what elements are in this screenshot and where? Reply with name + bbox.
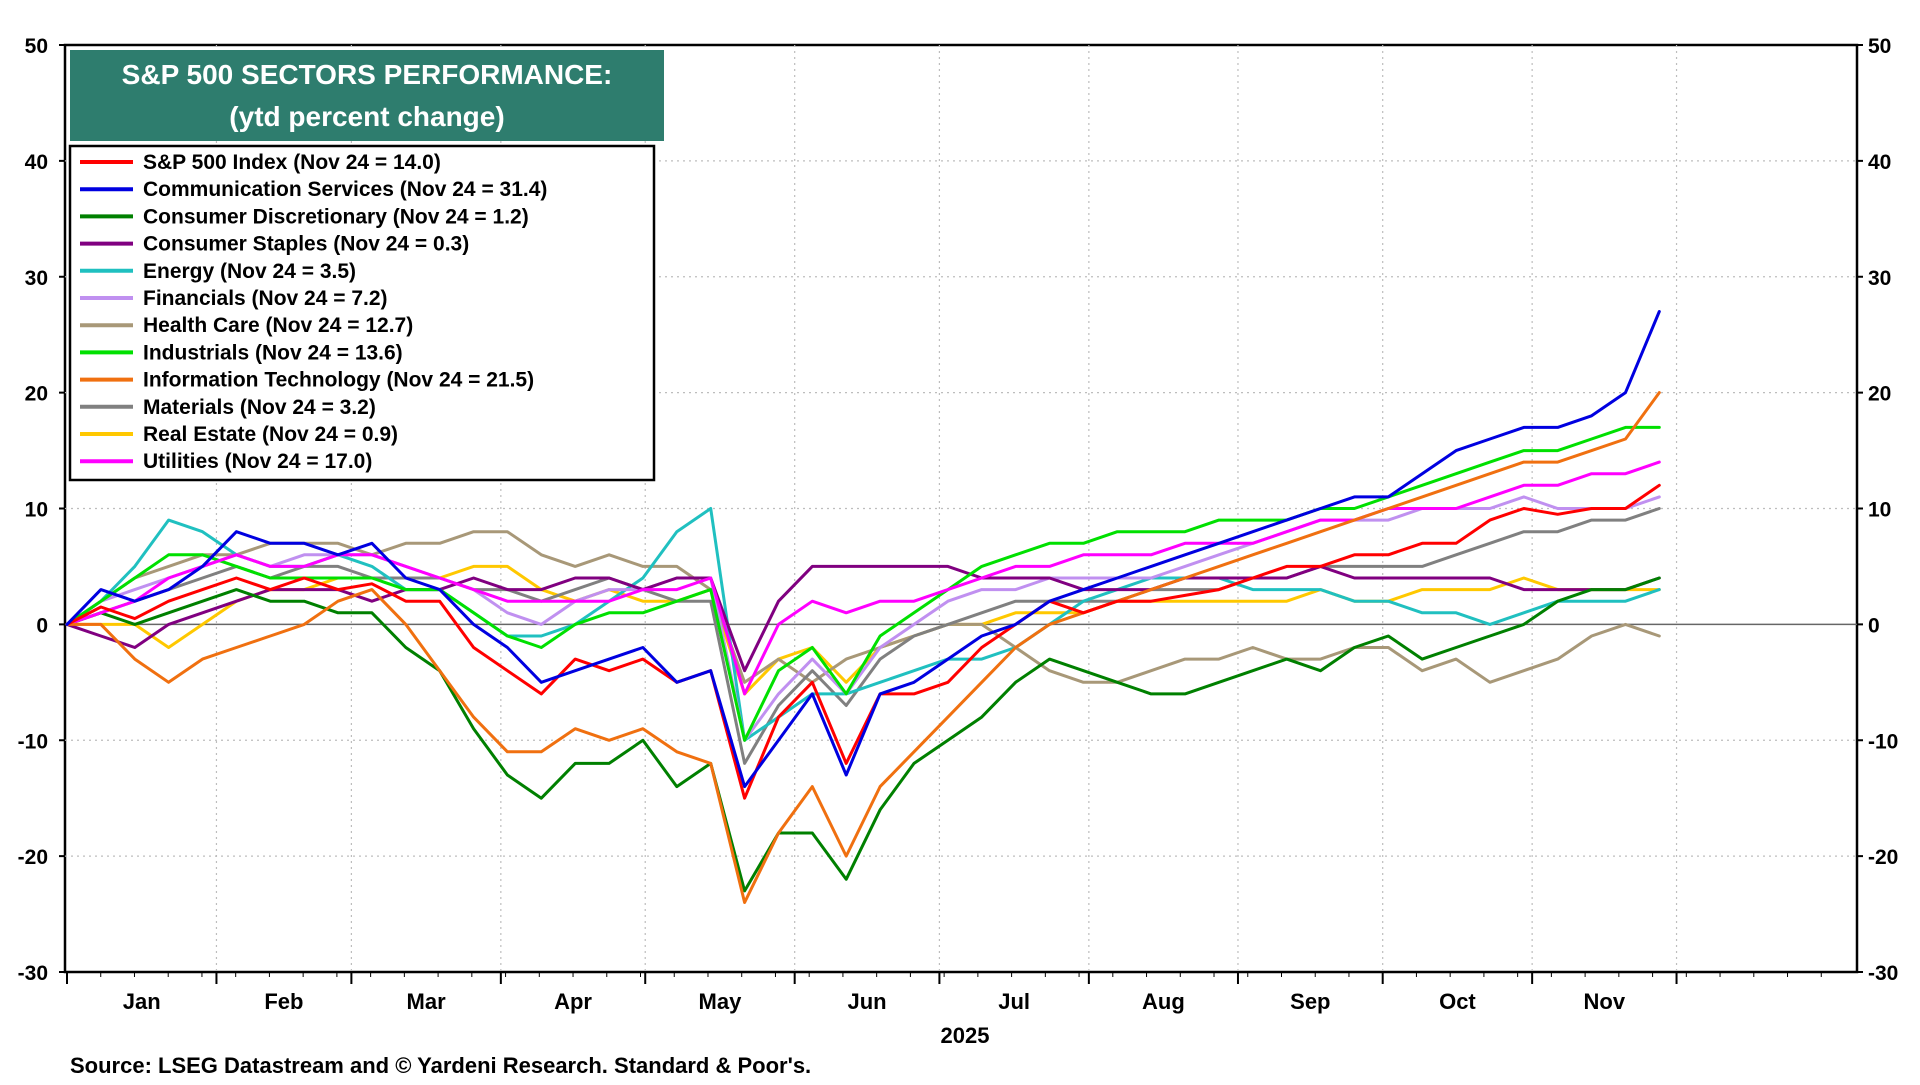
y-tick-label-left: 50 xyxy=(25,35,48,58)
y-tick-label-left: 30 xyxy=(25,267,48,290)
chart-title: S&P 500 SECTORS PERFORMANCE: xyxy=(122,59,613,90)
y-tick-label-right: 0 xyxy=(1868,614,1880,637)
y-tick-label-right: 10 xyxy=(1868,499,1891,522)
y-tick-label-right: -10 xyxy=(1868,730,1898,753)
y-tick-label-left: 40 xyxy=(25,151,48,174)
series-line xyxy=(65,460,1661,696)
y-tick-label-left: -30 xyxy=(18,962,48,985)
axis-layer: -30 -30 -20 -20 -10 -10 0 0 10 10 20 20 30 30 40 40 50 50… xyxy=(18,35,1899,1014)
x-tick-label: Jan xyxy=(123,989,161,1014)
legend-label: Financials (Nov 24 = 7.2) xyxy=(143,287,388,310)
x-tick-label: Oct xyxy=(1439,989,1476,1014)
legend-item: Materials (Nov 24 = 3.2) xyxy=(80,396,376,419)
x-tick-label: Mar xyxy=(407,989,447,1014)
legend-item: Consumer Staples (Nov 24 = 0.3) xyxy=(80,233,469,256)
y-tick-label-right: 20 xyxy=(1868,383,1891,406)
legend-item: Consumer Discretionary (Nov 24 = 1.2) xyxy=(80,205,529,228)
y-tick-label-left: 20 xyxy=(25,383,48,406)
legend-label: Materials (Nov 24 = 3.2) xyxy=(143,396,376,419)
year-label: 2025 xyxy=(941,1023,990,1048)
series-line xyxy=(65,564,1661,673)
series-line xyxy=(65,425,1661,742)
legend-item: Energy (Nov 24 = 3.5) xyxy=(80,260,356,283)
legend-label: Energy (Nov 24 = 3.5) xyxy=(143,260,356,283)
legend-item: Communication Services (Nov 24 = 31.4) xyxy=(80,178,547,201)
series-line xyxy=(65,495,1661,742)
legend-label: Information Technology (Nov 24 = 21.5) xyxy=(143,369,534,392)
x-tick-label: Apr xyxy=(554,989,592,1014)
legend-item: Information Technology (Nov 24 = 21.5) xyxy=(80,369,534,392)
x-tick-label: Nov xyxy=(1584,989,1626,1014)
legend-items: S&P 500 Index (Nov 24 = 14.0) Communicati… xyxy=(80,151,547,473)
series-line xyxy=(65,576,1661,893)
series-line xyxy=(65,310,1661,789)
legend-box xyxy=(68,144,656,482)
legend-item: S&P 500 Index (Nov 24 = 14.0) xyxy=(80,151,441,174)
x-tick-label: Feb xyxy=(264,989,303,1014)
series-line xyxy=(65,483,1661,800)
legend-label: Communication Services (Nov 24 = 31.4) xyxy=(143,178,547,201)
x-tick-label: May xyxy=(699,989,743,1014)
y-tick-label-right: -30 xyxy=(1868,962,1898,985)
legend-item: Utilities (Nov 24 = 17.0) xyxy=(80,450,372,473)
legend-label: Utilities (Nov 24 = 17.0) xyxy=(143,450,372,473)
legend-label: S&P 500 Index (Nov 24 = 14.0) xyxy=(143,151,441,174)
y-tick-label-left: -10 xyxy=(18,730,48,753)
x-tick-label: Aug xyxy=(1142,989,1185,1014)
series-line xyxy=(65,530,1661,684)
source-note: Source: LSEG Datastream and © Yardeni Re… xyxy=(70,1053,811,1078)
series-line xyxy=(65,507,1661,765)
legend-item: Health Care (Nov 24 = 12.7) xyxy=(80,314,413,337)
y-tick-label-right: 50 xyxy=(1868,35,1891,58)
chart-subtitle: (ytd percent change) xyxy=(229,101,504,132)
y-tick-label-right: 40 xyxy=(1868,151,1891,174)
legend-label: Consumer Staples (Nov 24 = 0.3) xyxy=(143,233,469,256)
y-tick-label-right: 30 xyxy=(1868,267,1891,290)
legend-item: Financials (Nov 24 = 7.2) xyxy=(80,287,388,310)
legend-label: Real Estate (Nov 24 = 0.9) xyxy=(143,423,398,446)
title-box-background xyxy=(70,50,664,141)
x-tick-label: Jun xyxy=(847,989,886,1014)
y-tick-label-right: -20 xyxy=(1868,846,1898,869)
legend-label: Health Care (Nov 24 = 12.7) xyxy=(143,314,413,337)
y-tick-label-left: -20 xyxy=(18,846,48,869)
series-layer xyxy=(65,310,1661,904)
legend-label: Consumer Discretionary (Nov 24 = 1.2) xyxy=(143,205,529,228)
series-line xyxy=(65,391,1661,904)
x-tick-label: Sep xyxy=(1290,989,1330,1014)
y-tick-label-left: 0 xyxy=(36,614,48,637)
title-box: S&P 500 SECTORS PERFORMANCE: (ytd percen… xyxy=(70,50,664,141)
legend-item: Industrials (Nov 24 = 13.6) xyxy=(80,341,403,364)
legend: S&P 500 Index (Nov 24 = 14.0) Communicati… xyxy=(68,144,656,482)
legend-item: Real Estate (Nov 24 = 0.9) xyxy=(80,423,398,446)
y-tick-label-left: 10 xyxy=(25,499,48,522)
legend-label: Industrials (Nov 24 = 13.6) xyxy=(143,341,403,364)
x-tick-label: Jul xyxy=(998,989,1030,1014)
